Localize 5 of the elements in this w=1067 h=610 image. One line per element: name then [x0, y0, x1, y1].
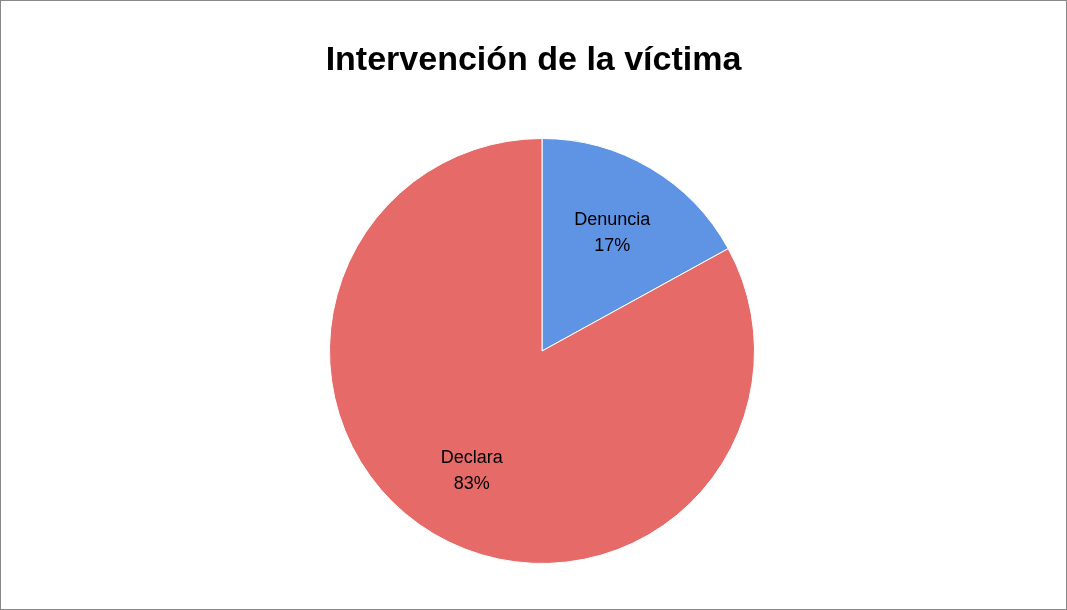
chart-title: Intervención de la víctima	[325, 39, 743, 78]
data-label: 17%	[594, 235, 631, 256]
data-label: 83%	[453, 472, 490, 493]
slice-label: Denuncia	[574, 209, 652, 230]
slice-label: Declara	[440, 446, 504, 467]
